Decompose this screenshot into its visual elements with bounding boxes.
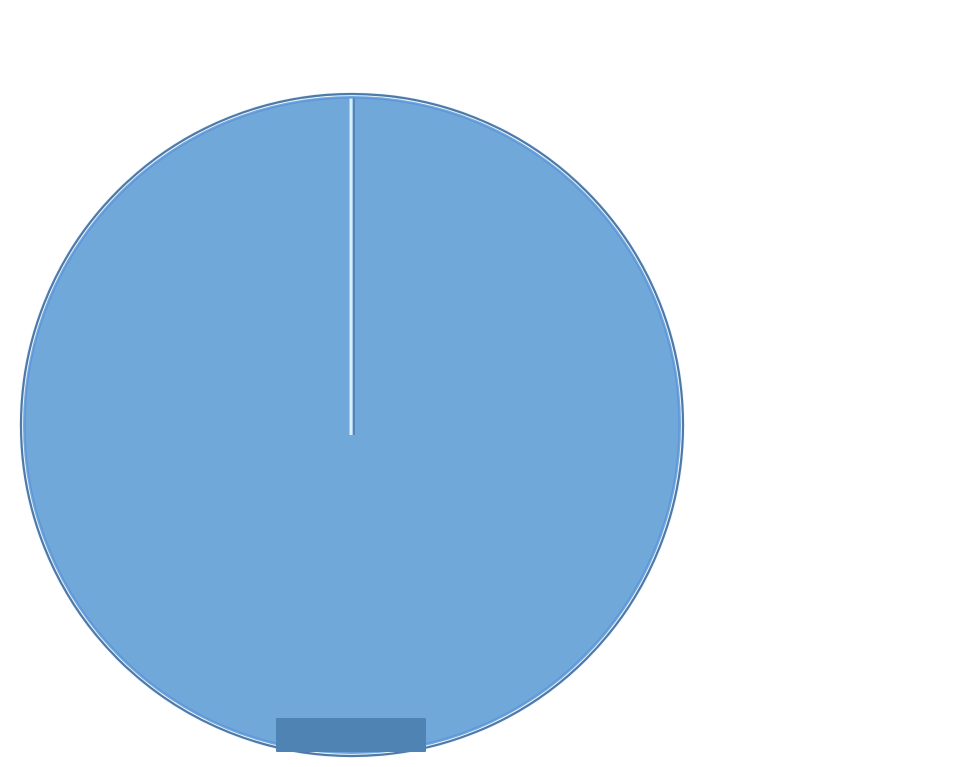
pie-slices — [23, 96, 681, 754]
pie-outline — [19, 92, 685, 758]
slice-label-box — [276, 718, 426, 752]
